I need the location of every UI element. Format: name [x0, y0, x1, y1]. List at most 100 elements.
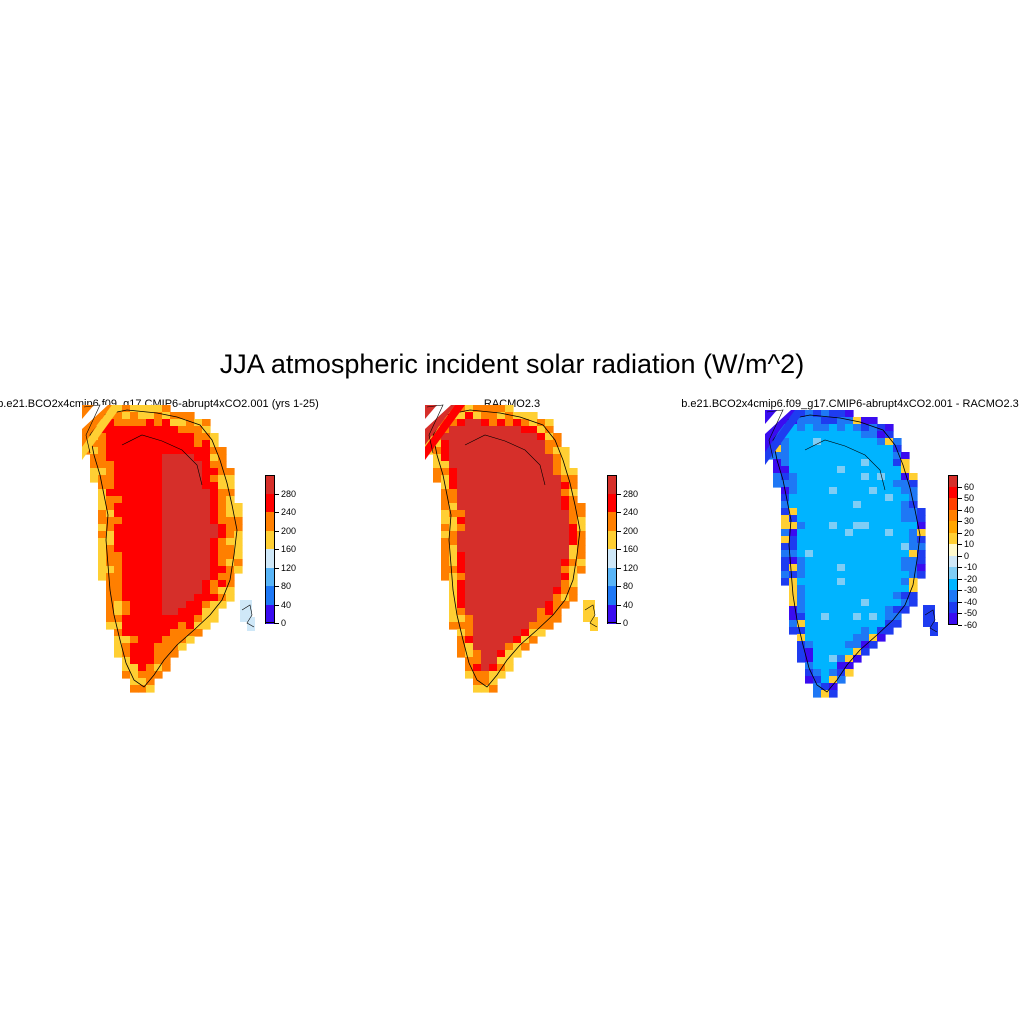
map-cell [162, 426, 171, 434]
map-cell [869, 592, 878, 600]
map-cell [805, 550, 814, 558]
map-cell [465, 475, 474, 483]
map-cell [162, 447, 171, 455]
map-cell [457, 510, 466, 518]
map-cell [465, 503, 474, 511]
map-cell [553, 517, 562, 525]
map-cell [226, 559, 235, 567]
map-cell [465, 643, 474, 651]
map-cell [178, 573, 187, 581]
map-cell [130, 657, 139, 665]
map-cell [162, 524, 171, 532]
map-cell [106, 496, 115, 504]
map-cell [805, 494, 814, 502]
map-cell [497, 552, 506, 560]
map-cell [845, 417, 854, 425]
map-cell [489, 664, 498, 672]
map-cell [561, 559, 570, 567]
map-cell [481, 503, 490, 511]
map-cell [813, 676, 822, 684]
map-cell [138, 685, 147, 693]
map-cell [837, 508, 846, 516]
map-cell [122, 412, 131, 420]
map-cell [861, 578, 870, 586]
map-cell [789, 522, 798, 530]
map-cell [885, 543, 894, 551]
map-cell [521, 545, 530, 553]
map-cell [146, 643, 155, 651]
map-cell [805, 676, 814, 684]
map-cell [885, 466, 894, 474]
map-cell [845, 508, 854, 516]
map-cell [170, 643, 179, 651]
map-cell [106, 517, 115, 525]
map-cell [146, 615, 155, 623]
map-cell [537, 468, 546, 476]
map-cell [853, 620, 862, 628]
map-cell [138, 587, 147, 595]
map-cell [837, 410, 846, 418]
map-cell [813, 571, 822, 579]
map-cell [122, 503, 131, 511]
map-cell [901, 543, 910, 551]
map-cell [114, 447, 123, 455]
map-cell [909, 480, 918, 488]
map-cell [218, 573, 227, 581]
map-cell [178, 524, 187, 532]
map-cell [138, 461, 147, 469]
coastline [804, 439, 886, 491]
map-cell [885, 501, 894, 509]
map-cell [162, 566, 171, 574]
map-cell [837, 592, 846, 600]
map-cell [473, 601, 482, 609]
map-cell [194, 608, 203, 616]
map-cell [797, 627, 806, 635]
map-cell [194, 440, 203, 448]
map-cell [909, 501, 918, 509]
map-cell [561, 594, 570, 602]
map-cell [901, 487, 910, 495]
map-cell [513, 510, 522, 518]
map-cell [845, 536, 854, 544]
map-cell [821, 690, 830, 698]
map-cell [505, 608, 514, 616]
map-cell [481, 426, 490, 434]
map-cell [489, 636, 498, 644]
map-cell [845, 641, 854, 649]
map-cell [202, 538, 211, 546]
map-cell [154, 650, 163, 658]
colorbar-tick [958, 555, 962, 557]
map-cell [853, 627, 862, 635]
colorbar-tick [958, 613, 962, 615]
map-cell [90, 468, 99, 476]
map-cell [234, 524, 243, 532]
map-cell [505, 440, 514, 448]
map-cell [497, 461, 506, 469]
map-cell [130, 419, 139, 427]
map-cell [853, 473, 862, 481]
map-cell [489, 615, 498, 623]
map-cell [821, 592, 830, 600]
map-cell [789, 536, 798, 544]
map-cell [481, 419, 490, 427]
map-cell [186, 454, 195, 462]
map-cell [114, 615, 123, 623]
map-cell [789, 606, 798, 614]
map-cell [521, 580, 530, 588]
map-cell [521, 489, 530, 497]
map-cell [853, 557, 862, 565]
map-cell [202, 559, 211, 567]
map-cell [114, 531, 123, 539]
map-cell [561, 454, 570, 462]
colorbar-tick [958, 509, 962, 511]
map-cell [449, 594, 458, 602]
map-cell [130, 573, 139, 581]
map-cell [545, 482, 554, 490]
map-cell [234, 538, 243, 546]
colorbar-tick-label: 200 [281, 525, 297, 536]
map-cell [178, 629, 187, 637]
map-cell [170, 587, 179, 595]
map-cell [218, 580, 227, 588]
colorbar-tick-label: -30 [964, 585, 978, 596]
map-cell [497, 475, 506, 483]
